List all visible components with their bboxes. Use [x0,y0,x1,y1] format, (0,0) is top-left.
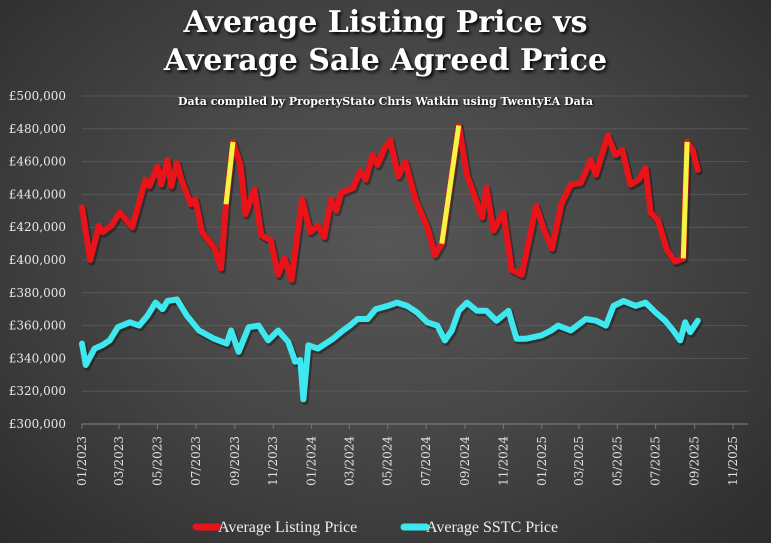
y-tick-label: £400,000 [9,253,66,267]
x-tick-label: 11/2023 [266,436,280,486]
x-tick-label: 07/2025 [649,436,663,486]
legend: Average Listing Price Average SSTC Price [192,519,558,536]
x-tick-label: 09/2024 [458,436,472,486]
x-tick-label: 03/2024 [342,436,356,486]
x-tick-label: 07/2023 [189,436,203,486]
x-tick-label: 05/2024 [381,436,395,486]
title-line-1: Average Listing Price vs [183,5,588,40]
sstc-price-line [79,296,701,403]
y-tick-label: £300,000 [9,417,66,431]
series-lines [79,122,703,405]
y-tick-label: £440,000 [9,187,66,201]
chart-title: Average Listing Price vs Average Sale Ag… [0,4,771,80]
x-tick-label: 11/2024 [496,436,510,486]
x-tick-label: 09/2025 [688,436,702,486]
legend-label: Average SSTC Price [426,519,558,536]
x-tick-label: 01/2023 [75,436,89,486]
x-axis: 01/2023 03/2023 05/2023 07/2023 09/2023 11/20… [75,423,748,486]
y-tick-label: £340,000 [9,351,66,365]
x-tick-label: 03/2023 [112,436,126,486]
highlight-segment [223,141,236,205]
y-tick-label: £460,000 [9,155,66,169]
chart-subtitle: Data compiled by PropertyStato Chris Wat… [177,95,594,108]
highlight-segment [680,141,690,259]
y-axis: £300,000 £320,000 £340,000 £360,000 £380,000… [9,89,66,431]
y-tick-label: £480,000 [9,122,66,136]
x-tick-label: 07/2024 [419,436,433,486]
x-tick-label: 01/2025 [535,436,549,486]
y-tick-label: £380,000 [9,286,66,300]
x-tick-label: 01/2024 [305,436,319,486]
y-tick-label: £420,000 [9,220,66,234]
x-tick-label: 05/2025 [610,436,624,486]
highlight-segment [439,125,462,244]
title-line-2: Average Sale Agreed Price [163,43,608,78]
legend-label: Average Listing Price [218,519,357,536]
gridlines [82,95,748,392]
listing-price-line [79,122,701,283]
y-tick-label: £360,000 [9,319,66,333]
y-tick-label: £320,000 [9,384,66,398]
x-tick-label: 11/2025 [726,436,740,486]
x-tick-label: 09/2023 [228,436,242,486]
y-tick-label: £500,000 [9,89,66,103]
x-tick-label: 05/2023 [150,436,164,486]
x-tick-label: 03/2025 [572,436,586,486]
